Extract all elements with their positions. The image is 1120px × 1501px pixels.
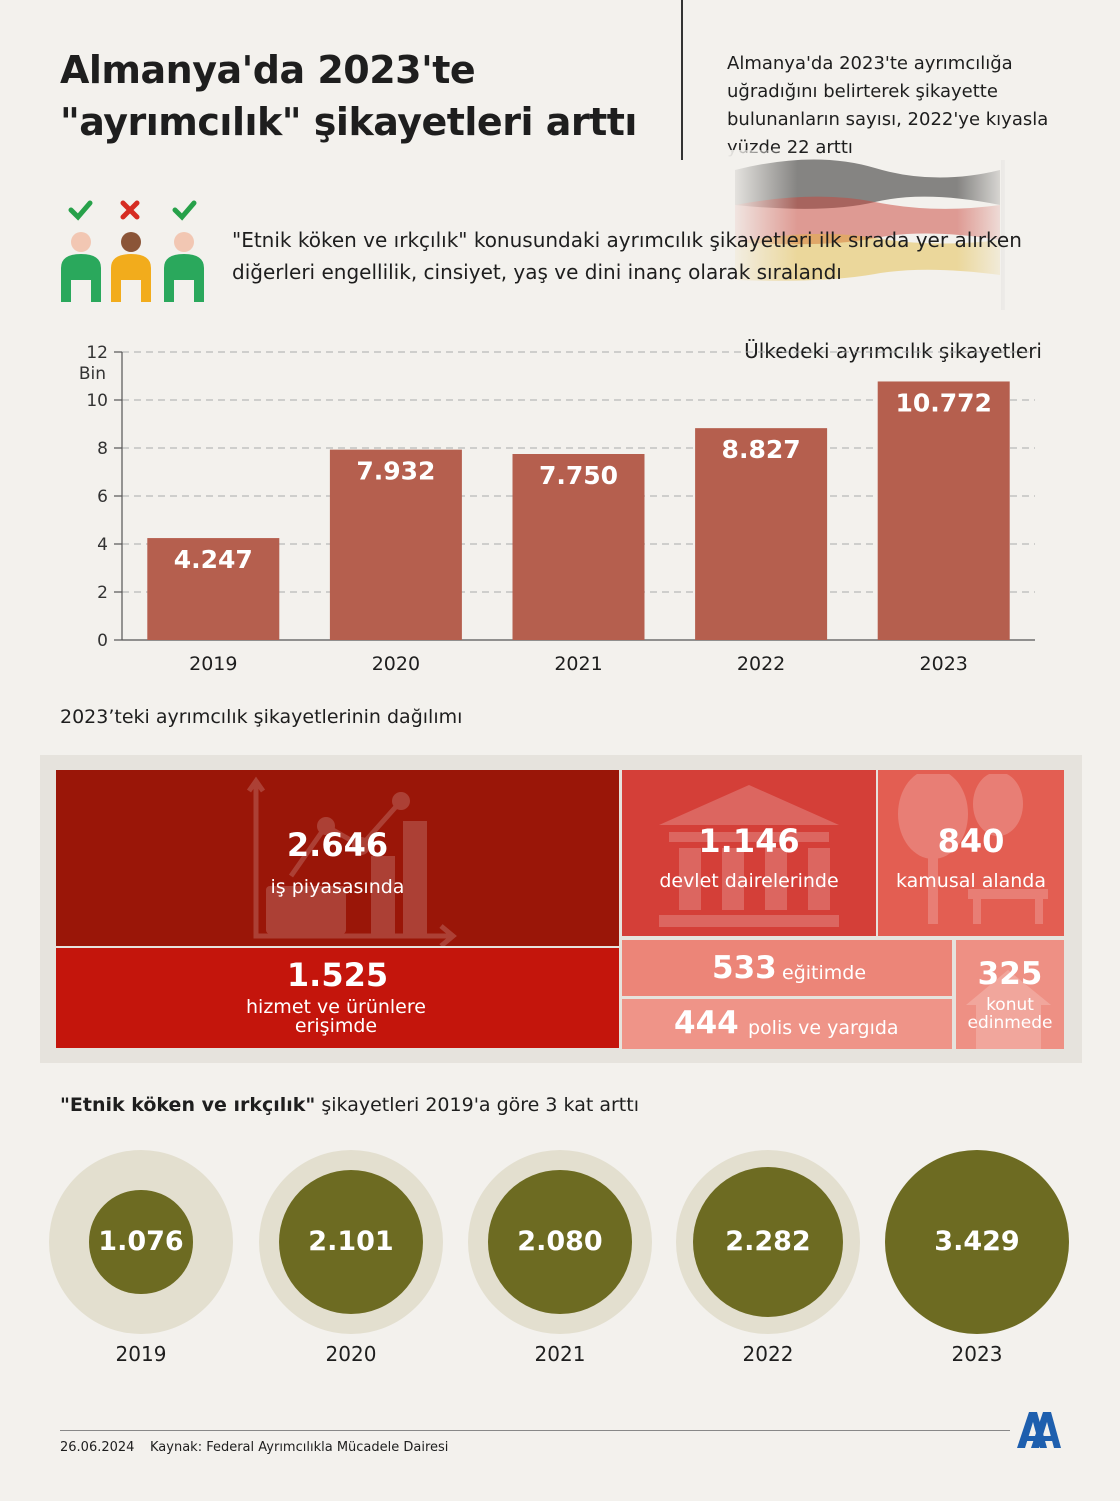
treemap-label: iş piyasasında bbox=[270, 876, 405, 898]
bar bbox=[512, 454, 645, 640]
treemap-label: polis ve yargıda bbox=[748, 1017, 899, 1039]
german-flag-icon bbox=[725, 150, 1015, 310]
bar bbox=[695, 428, 828, 640]
title-line-2: "ayrımcılık" şikayetleri arttı bbox=[60, 100, 637, 144]
bar-chart-title: Ülkedeki ayrımcılık şikayetleri bbox=[744, 339, 1042, 363]
treemap-value: 325 bbox=[977, 956, 1043, 992]
bubble-year: 2023 bbox=[951, 1342, 1003, 1366]
treemap-cell-police-justice: 444 polis ve yargıda bbox=[622, 999, 952, 1049]
bar-value-label: 7.932 bbox=[356, 457, 435, 486]
bubble: 2.080 bbox=[468, 1150, 652, 1334]
bubble-inner bbox=[692, 1166, 844, 1318]
distribution-treemap: 2.646 iş piyasasında 1.525 hizmet ve ürü… bbox=[40, 755, 1082, 1063]
park-tree-icon bbox=[898, 774, 1048, 924]
aa-logo-icon bbox=[1017, 1412, 1061, 1448]
treemap-cell-labor-market: 2.646 iş piyasasında bbox=[56, 770, 619, 946]
cross-icon bbox=[120, 200, 140, 220]
bar-value-label: 4.247 bbox=[174, 545, 253, 574]
bar bbox=[147, 538, 280, 640]
bar-value-label: 8.827 bbox=[722, 435, 801, 464]
treemap-value: 533 bbox=[712, 950, 777, 986]
bubble-inner bbox=[885, 1150, 1069, 1334]
footer-date: 26.06.2024 bbox=[60, 1440, 135, 1455]
x-tick-label: 2020 bbox=[372, 653, 420, 675]
bubble: 1.076 bbox=[49, 1150, 233, 1334]
y-tick-label: 8 bbox=[97, 439, 108, 459]
bar bbox=[877, 381, 1010, 640]
treemap-value: 1.525 bbox=[286, 956, 389, 994]
title-line-1: Almanya'da 2023'te bbox=[60, 48, 476, 92]
y-tick-label: 0 bbox=[97, 631, 108, 651]
check-icon bbox=[68, 200, 93, 221]
bubble-inner bbox=[278, 1169, 423, 1314]
ethnic-title-bold: "Etnik köken ve ırkçılık" bbox=[60, 1094, 316, 1116]
bubble-value: 2.080 bbox=[517, 1226, 603, 1257]
treemap-cell-government: 1.146 devlet dairelerinde bbox=[622, 770, 876, 936]
x-tick-label: 2023 bbox=[920, 653, 968, 675]
bars: 4.247 2019 7.932 2020 7.750 2021 8.827 2022 10.7… bbox=[147, 381, 1010, 675]
title-divider bbox=[681, 0, 683, 160]
y-tick-label: 6 bbox=[97, 487, 108, 507]
y-tick-label: 4 bbox=[97, 535, 108, 555]
treemap-value: 840 bbox=[937, 822, 1005, 860]
x-tick-label: 2022 bbox=[737, 653, 785, 675]
treemap-cell-education: 533 eğitimde bbox=[622, 940, 952, 996]
treemap-value: 2.646 bbox=[286, 826, 389, 864]
treemap-title: 2023’teki ayrımcılık şikayetlerinin dağı… bbox=[60, 706, 463, 728]
house-icon bbox=[966, 970, 1051, 1049]
footer-source: Kaynak: Federal Ayrımcılıkla Mücadele Da… bbox=[150, 1440, 449, 1455]
ethnic-title-rest: şikayetleri 2019'a göre 3 kat arttı bbox=[315, 1094, 639, 1116]
briefcase-chart-icon bbox=[246, 776, 457, 946]
treemap-label: devlet dairelerinde bbox=[659, 870, 839, 892]
bubble-year: 2022 bbox=[742, 1342, 794, 1366]
x-tick-label: 2019 bbox=[189, 653, 237, 675]
bubble: 2.282 bbox=[676, 1150, 860, 1334]
bubble-value: 2.101 bbox=[308, 1226, 394, 1257]
government-building-icon bbox=[659, 785, 839, 927]
intro-text: "Etnik köken ve ırkçılık" konusundaki ay… bbox=[232, 228, 1022, 284]
ethnic-complaints-title: "Etnik köken ve ırkçılık" şikayetleri 20… bbox=[60, 1094, 639, 1116]
treemap-label: konut edinmede bbox=[967, 995, 1053, 1033]
treemap-value: 444 bbox=[674, 1005, 739, 1041]
page-title: Almanya'da 2023'te "ayrımcılık" şikayetl… bbox=[60, 44, 680, 148]
bubble-value: 2.282 bbox=[725, 1226, 811, 1257]
bubble-inner bbox=[488, 1170, 632, 1314]
y-tick-label: 12 bbox=[86, 343, 108, 363]
y-axis-unit: Bin bbox=[79, 364, 106, 384]
people-icon bbox=[61, 200, 204, 302]
bubble-year: 2020 bbox=[325, 1342, 377, 1366]
bar-value-label: 7.750 bbox=[539, 461, 618, 490]
bubble-inner bbox=[89, 1190, 193, 1294]
bubble: 3.429 bbox=[885, 1150, 1069, 1334]
treemap-cell-housing: 325 konut edinmede bbox=[956, 940, 1064, 1049]
complaints-bar-chart: Ülkedeki ayrımcılık şikayetleri Bin 0 2 4 6… bbox=[79, 339, 1042, 675]
subtitle: Almanya'da 2023'te ayrımcılığa uğradığın… bbox=[727, 53, 1049, 158]
treemap-cell-public-space: 840 kamusal alanda bbox=[878, 770, 1064, 936]
y-tick-label: 10 bbox=[86, 391, 108, 411]
x-tick-label: 2021 bbox=[554, 653, 602, 675]
bar-value-label: 10.772 bbox=[895, 388, 991, 417]
treemap-label: kamusal alanda bbox=[895, 870, 1047, 892]
bubble-value: 3.429 bbox=[934, 1226, 1020, 1257]
bubble-year: 2019 bbox=[115, 1342, 167, 1366]
check-icon bbox=[172, 200, 197, 221]
bar bbox=[329, 449, 462, 640]
treemap-label: hizmet ve ürünlere erişimde bbox=[246, 996, 426, 1037]
treemap-cell-services: 1.525 hizmet ve ürünlere erişimde bbox=[56, 948, 619, 1048]
y-tick-label: 2 bbox=[97, 583, 108, 603]
footer-divider bbox=[60, 1430, 1010, 1431]
bubble: 2.101 bbox=[259, 1150, 443, 1334]
treemap-label: eğitimde bbox=[782, 962, 867, 984]
bubble-value: 1.076 bbox=[98, 1226, 184, 1257]
bubble-year: 2021 bbox=[534, 1342, 586, 1366]
treemap-value: 1.146 bbox=[698, 822, 800, 860]
